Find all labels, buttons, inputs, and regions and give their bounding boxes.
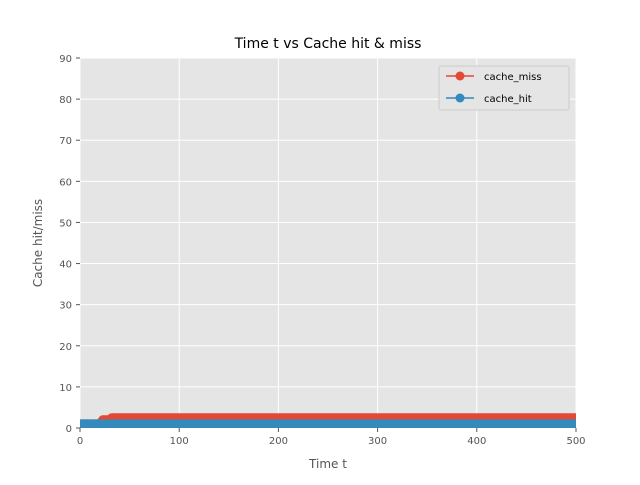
- legend-cache-hit-label: cache_hit: [484, 94, 532, 105]
- x-tick-label: 200: [269, 436, 288, 447]
- chart-title: Time t vs Cache hit & miss: [234, 36, 422, 52]
- y-tick-label: 60: [59, 177, 72, 188]
- y-axis-label: Cache hit/miss: [31, 199, 45, 287]
- y-tick-label: 70: [59, 136, 72, 147]
- y-tick-label: 0: [66, 424, 72, 435]
- x-axis-ticks: 0 100 200 300 400 500: [77, 428, 586, 447]
- legend-box: [438, 65, 570, 111]
- legend-cache-miss-label: cache_miss: [484, 72, 542, 83]
- y-tick-label: 40: [59, 260, 72, 271]
- x-tick-label: 400: [467, 436, 486, 447]
- x-tick-label: 100: [170, 436, 189, 447]
- y-tick-label: 80: [59, 95, 72, 106]
- legend-cache-miss-marker: [455, 71, 465, 81]
- y-tick-label: 20: [59, 342, 72, 353]
- plot-background: [80, 58, 576, 428]
- y-tick-label: 10: [59, 383, 72, 394]
- y-tick-label: 50: [59, 218, 72, 229]
- x-tick-label: 0: [77, 436, 83, 447]
- y-axis-ticks: 0 10 20 30 40 50 60 70 80 90: [59, 54, 80, 435]
- legend-cache-hit-marker: [455, 93, 465, 103]
- x-tick-label: 500: [566, 436, 585, 447]
- y-tick-label: 90: [59, 54, 72, 65]
- grid-lines: [79, 57, 577, 429]
- legend: cache_miss cache_hit: [438, 65, 570, 111]
- series-layer: [80, 413, 576, 428]
- y-tick-label: 30: [59, 301, 72, 312]
- x-tick-label: 300: [368, 436, 387, 447]
- x-axis-label: Time t: [308, 457, 347, 471]
